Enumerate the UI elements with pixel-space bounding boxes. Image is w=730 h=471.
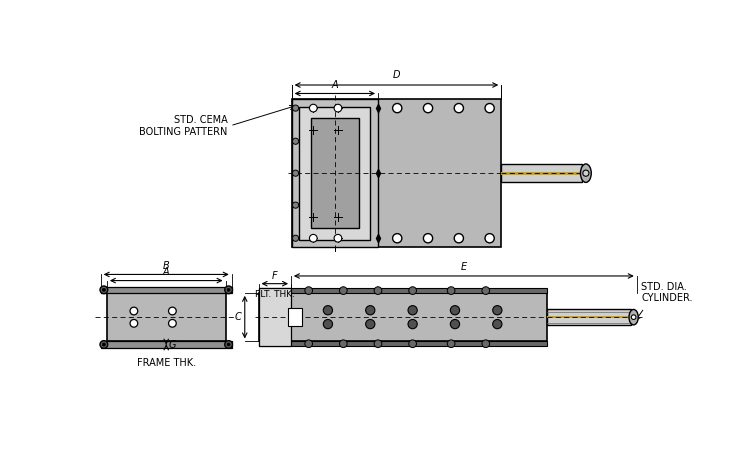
Circle shape [450, 319, 460, 329]
Ellipse shape [629, 309, 638, 325]
Bar [258, 293, 548, 341]
Circle shape [482, 340, 490, 348]
Circle shape [293, 235, 299, 241]
Circle shape [423, 234, 433, 243]
Circle shape [323, 306, 333, 315]
Bar [101, 287, 231, 293]
Circle shape [130, 307, 138, 315]
Circle shape [305, 287, 312, 294]
Circle shape [227, 288, 230, 292]
Bar [258, 288, 291, 346]
Bar [502, 164, 582, 182]
Circle shape [423, 104, 433, 113]
Circle shape [310, 235, 317, 242]
Circle shape [493, 319, 502, 329]
Circle shape [339, 340, 347, 348]
Circle shape [339, 287, 347, 294]
Bar [258, 288, 548, 293]
Circle shape [631, 315, 636, 319]
Circle shape [447, 287, 455, 294]
Circle shape [305, 340, 312, 348]
Circle shape [293, 202, 299, 208]
Circle shape [482, 287, 490, 294]
Bar [502, 171, 582, 175]
Bar [258, 341, 548, 346]
Bar [292, 99, 378, 247]
Circle shape [374, 287, 382, 294]
Circle shape [130, 319, 138, 327]
Bar [288, 308, 301, 326]
Text: STD. CEMA
BOLTING PATTERN: STD. CEMA BOLTING PATTERN [139, 115, 228, 137]
Circle shape [225, 286, 232, 294]
Circle shape [225, 341, 232, 349]
Circle shape [454, 234, 464, 243]
Circle shape [293, 138, 299, 144]
Circle shape [102, 288, 105, 292]
Text: A: A [331, 80, 338, 89]
Circle shape [334, 235, 342, 242]
Bar [101, 341, 231, 348]
Text: FRAME THK.: FRAME THK. [137, 358, 196, 368]
Circle shape [310, 104, 317, 112]
Circle shape [409, 340, 417, 348]
Text: E: E [461, 262, 467, 272]
Circle shape [583, 170, 589, 176]
Circle shape [100, 286, 108, 294]
Circle shape [293, 170, 299, 176]
Circle shape [334, 104, 342, 112]
Text: B: B [163, 260, 169, 270]
Text: C: C [235, 312, 242, 322]
Circle shape [227, 343, 230, 346]
Text: D: D [393, 70, 400, 81]
Circle shape [485, 234, 494, 243]
Circle shape [393, 234, 402, 243]
Bar [107, 293, 226, 341]
Bar [299, 106, 370, 240]
Circle shape [454, 104, 464, 113]
Circle shape [493, 306, 502, 315]
Text: F: F [272, 271, 277, 281]
Circle shape [447, 340, 455, 348]
Circle shape [374, 340, 382, 348]
Bar [311, 118, 358, 228]
Circle shape [393, 104, 402, 113]
Circle shape [100, 341, 108, 349]
Circle shape [293, 105, 299, 111]
Circle shape [409, 287, 417, 294]
Circle shape [408, 319, 418, 329]
Circle shape [408, 306, 418, 315]
Circle shape [450, 306, 460, 315]
Circle shape [102, 343, 105, 346]
Text: G: G [169, 340, 176, 349]
Bar [548, 316, 631, 318]
Circle shape [485, 104, 494, 113]
Circle shape [366, 306, 375, 315]
Text: A: A [163, 267, 169, 277]
Text: STD. DIA.
CYLINDER.: STD. DIA. CYLINDER. [642, 282, 693, 303]
Text: PLT. THK.: PLT. THK. [255, 290, 295, 299]
Circle shape [169, 319, 176, 327]
Bar [548, 309, 631, 325]
Circle shape [169, 307, 176, 315]
Ellipse shape [580, 164, 591, 182]
Bar [292, 99, 502, 247]
Circle shape [323, 319, 333, 329]
Circle shape [366, 319, 375, 329]
